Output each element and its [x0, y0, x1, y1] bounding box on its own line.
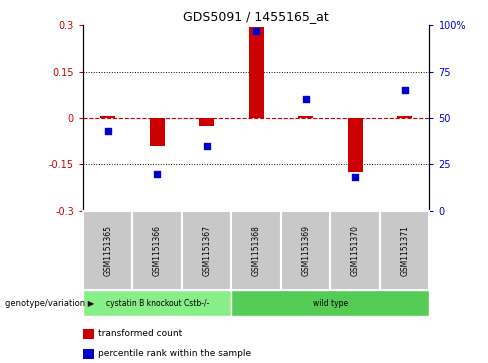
Bar	[249, 27, 264, 118]
Bar	[132, 211, 182, 290]
Bar	[199, 118, 214, 126]
Text: transformed count: transformed count	[98, 330, 182, 338]
Text: percentile rank within the sample: percentile rank within the sample	[98, 350, 251, 358]
Bar	[83, 290, 231, 316]
Text: GSM1151368: GSM1151368	[252, 225, 261, 276]
Text: GSM1151365: GSM1151365	[103, 225, 112, 276]
Point	[104, 128, 112, 134]
Bar	[348, 118, 363, 172]
Text: wild type: wild type	[313, 299, 348, 307]
Text: GSM1151371: GSM1151371	[400, 225, 409, 276]
Bar	[101, 117, 115, 118]
Bar	[281, 211, 330, 290]
Bar	[298, 117, 313, 118]
Bar	[182, 211, 231, 290]
Text: cystatin B knockout Cstb-/-: cystatin B knockout Cstb-/-	[105, 299, 209, 307]
Bar	[231, 211, 281, 290]
Text: GSM1151370: GSM1151370	[351, 225, 360, 276]
Bar	[150, 118, 164, 146]
Point	[153, 171, 161, 176]
Point	[302, 97, 309, 102]
Point	[203, 143, 211, 149]
Bar	[83, 211, 132, 290]
Text: GSM1151367: GSM1151367	[202, 225, 211, 276]
Text: GSM1151366: GSM1151366	[153, 225, 162, 276]
Text: genotype/variation ▶: genotype/variation ▶	[5, 299, 94, 307]
Text: GSM1151369: GSM1151369	[301, 225, 310, 276]
Bar	[380, 211, 429, 290]
Bar	[330, 211, 380, 290]
Bar	[397, 117, 412, 118]
Point	[401, 87, 408, 93]
Title: GDS5091 / 1455165_at: GDS5091 / 1455165_at	[183, 10, 329, 23]
Bar	[231, 290, 429, 316]
Point	[252, 28, 260, 34]
Point	[351, 174, 359, 180]
